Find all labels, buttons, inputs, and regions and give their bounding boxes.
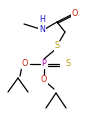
Text: O: O — [72, 9, 78, 19]
Text: O: O — [41, 76, 47, 84]
Text: O: O — [22, 60, 28, 68]
Text: S: S — [54, 41, 60, 51]
Text: S: S — [65, 60, 71, 68]
Text: P: P — [42, 60, 46, 68]
Text: H: H — [39, 15, 45, 24]
Text: N: N — [39, 25, 45, 35]
